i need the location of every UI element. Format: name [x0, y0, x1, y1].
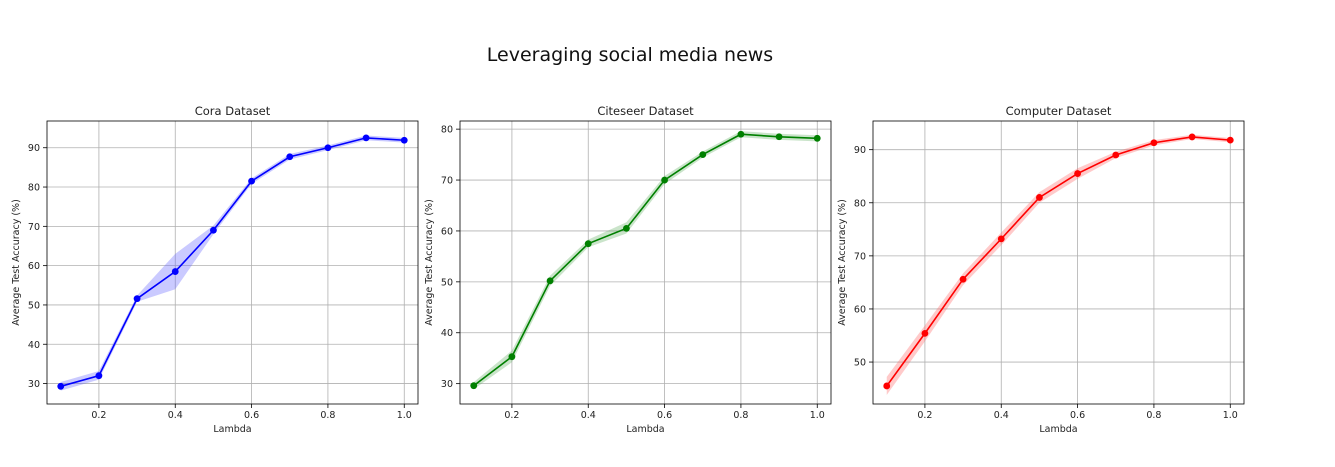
data-point [400, 136, 408, 144]
plot-frame [872, 120, 1245, 405]
x-tick-label: 0.4 [994, 410, 1009, 421]
y-tick-label: 80 [854, 198, 866, 209]
data-point [1226, 136, 1234, 144]
data-point [1150, 139, 1158, 147]
x-tick-label: 1.0 [397, 410, 412, 421]
x-axis-label: Lambda [626, 424, 664, 435]
y-tick-label: 60 [441, 226, 453, 237]
x-axis-label: Lambda [1039, 424, 1077, 435]
data-point [997, 235, 1005, 243]
data-point [1112, 151, 1120, 159]
x-tick-label: 0.6 [1070, 410, 1085, 421]
data-point [584, 240, 592, 248]
data-point [883, 382, 891, 390]
y-tick-label: 50 [441, 277, 453, 288]
data-point [699, 151, 707, 158]
data-point [661, 176, 668, 184]
y-tick-label: 70 [854, 251, 866, 262]
y-axis-label: Average Test Accuracy (%) [837, 199, 848, 326]
y-tick-label: 90 [854, 145, 866, 156]
y-axis-label: Average Test Accuracy (%) [424, 199, 435, 326]
data-point [95, 372, 103, 380]
data-point [921, 329, 929, 337]
data-point [324, 144, 332, 152]
data-point [546, 277, 554, 285]
y-tick-label: 70 [28, 222, 40, 233]
y-tick-label: 70 [441, 176, 453, 187]
data-point [470, 382, 478, 390]
confidence-band [886, 134, 1231, 395]
y-tick-label: 60 [28, 261, 40, 272]
series-line [60, 137, 405, 388]
y-tick-label: 80 [28, 183, 40, 194]
plot-frame [459, 120, 832, 405]
y-tick-label: 60 [854, 304, 866, 315]
data-point [248, 177, 255, 185]
figure-title: Leveraging social media news [486, 44, 774, 66]
x-tick-label: 1.0 [1223, 410, 1238, 421]
x-tick-label: 0.2 [91, 410, 106, 421]
x-tick-label: 0.6 [657, 410, 672, 421]
data-point [623, 224, 630, 232]
chart-title: Computer Dataset [1006, 104, 1112, 118]
series-line [473, 133, 818, 387]
data-point [737, 130, 745, 138]
data-point [57, 382, 65, 390]
y-tick-label: 90 [28, 143, 40, 154]
data-point [362, 134, 370, 142]
y-tick-label: 80 [441, 125, 453, 136]
y-tick-label: 50 [854, 358, 866, 369]
y-tick-label: 40 [28, 340, 40, 351]
data-point [210, 226, 217, 234]
data-point [171, 268, 179, 275]
chart-title: Cora Dataset [195, 104, 271, 118]
x-tick-label: 0.4 [168, 410, 183, 421]
y-tick-label: 40 [441, 328, 453, 339]
y-tick-label: 30 [441, 379, 453, 390]
data-point [775, 133, 783, 141]
chart-title: Citeseer Dataset [597, 104, 694, 118]
data-point [1036, 194, 1043, 201]
data-point [959, 275, 967, 283]
x-tick-label: 0.8 [733, 410, 748, 421]
data-point [133, 295, 141, 303]
data-point [508, 353, 516, 361]
data-point [1188, 133, 1196, 141]
plot-frame [46, 120, 419, 405]
data-point [1074, 170, 1081, 177]
confidence-band [473, 131, 818, 390]
y-tick-label: 50 [28, 300, 40, 311]
x-tick-label: 0.8 [320, 410, 335, 421]
x-axis-label: Lambda [213, 424, 251, 435]
x-tick-label: 0.8 [1146, 410, 1161, 421]
series-line [886, 136, 1231, 387]
y-axis-label: Average Test Accuracy (%) [11, 199, 22, 326]
x-tick-label: 0.4 [581, 410, 596, 421]
data-point [286, 153, 294, 161]
data-point [813, 134, 821, 142]
y-tick-label: 30 [28, 379, 40, 390]
x-tick-label: 0.6 [244, 410, 259, 421]
x-tick-label: 0.2 [504, 410, 519, 421]
x-tick-label: 1.0 [810, 410, 825, 421]
x-tick-label: 0.2 [917, 410, 932, 421]
